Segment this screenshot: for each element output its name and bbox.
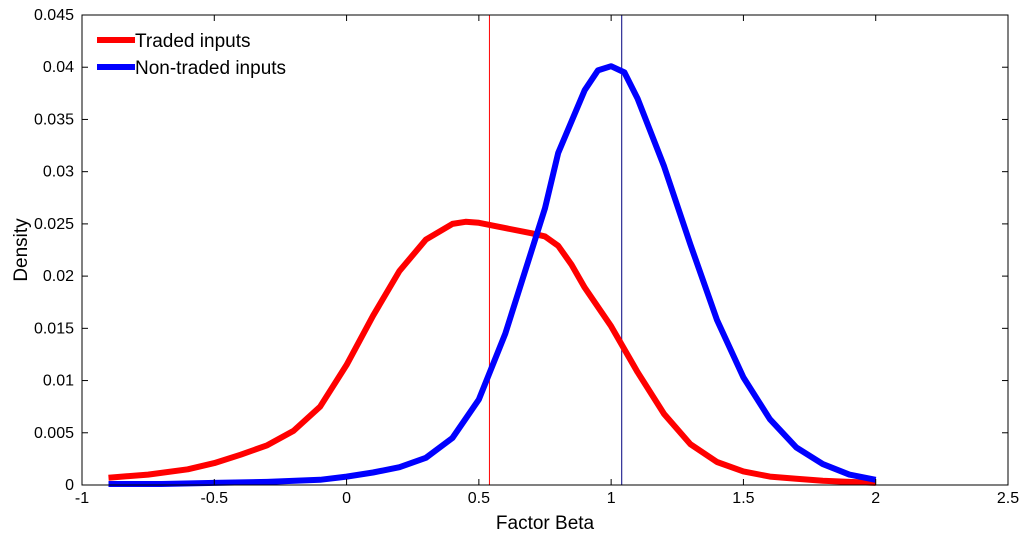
- series-line-0: [108, 218, 876, 486]
- x-tick-label: 2: [871, 490, 880, 507]
- y-tick-label: 0.045: [34, 7, 74, 24]
- y-tick-label: 0.04: [43, 59, 74, 76]
- x-tick-label: 2.5: [997, 490, 1019, 507]
- x-tick-label: 1: [607, 490, 616, 507]
- legend-label-1: Non-traded inputs: [135, 58, 286, 79]
- x-tick-label: 1.5: [732, 490, 754, 507]
- y-tick-label: 0.035: [34, 111, 74, 128]
- x-tick-label: 0: [342, 490, 351, 507]
- y-tick-label: 0.02: [43, 268, 74, 285]
- y-tick-label: 0.03: [43, 164, 74, 181]
- y-axis-label: Density: [11, 218, 32, 282]
- series-line-1: [108, 63, 877, 487]
- x-tick-label: -1: [75, 490, 89, 507]
- y-tick-label: 0: [65, 477, 74, 494]
- y-tick-label: 0.005: [34, 425, 74, 442]
- x-tick-label: -0.5: [200, 490, 228, 507]
- legend-label-0: Traded inputs: [135, 31, 250, 52]
- y-tick-label: 0.015: [34, 320, 74, 337]
- y-tick-label: 0.025: [34, 216, 74, 233]
- y-tick-label: 0.01: [43, 373, 74, 390]
- x-tick-label: 0.5: [468, 490, 490, 507]
- x-axis-label: Factor Beta: [496, 513, 595, 534]
- legend: Traded inputs Non-traded inputs: [97, 31, 286, 79]
- plot-frame: [81, 14, 1009, 486]
